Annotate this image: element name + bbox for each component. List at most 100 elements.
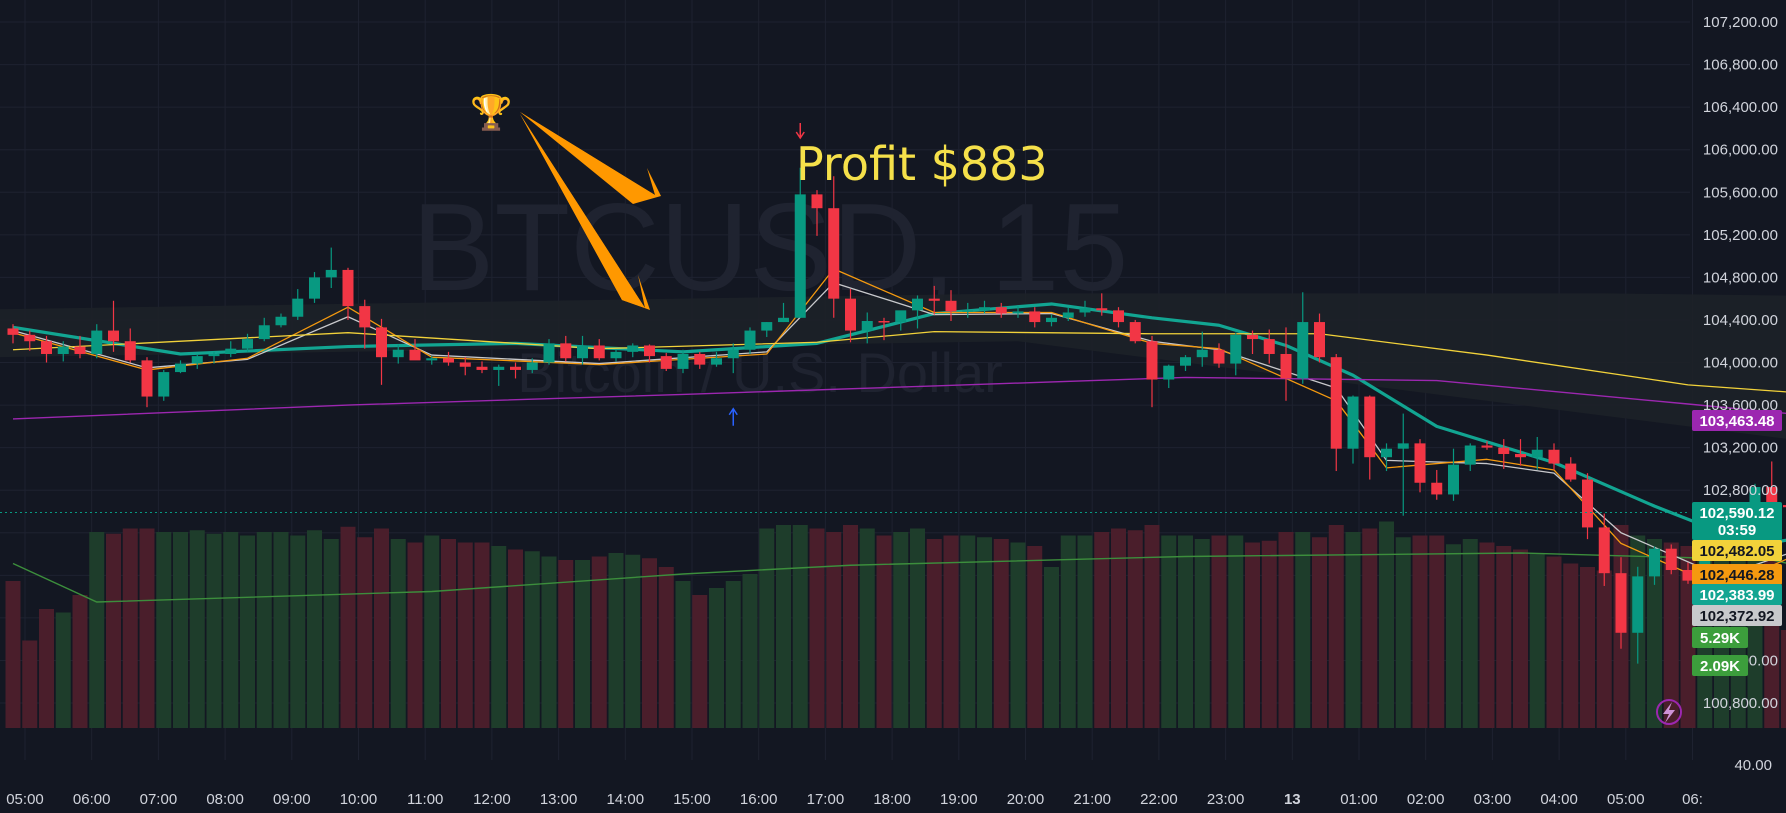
trade-markers bbox=[728, 123, 805, 426]
price-tick-label: 105,600.00 bbox=[1703, 184, 1778, 201]
time-tick-label: 03:00 bbox=[1474, 791, 1512, 808]
candle bbox=[493, 364, 505, 386]
buy-arrow-marker bbox=[728, 407, 738, 426]
candle bbox=[376, 318, 387, 385]
candle bbox=[392, 344, 404, 364]
candle bbox=[711, 351, 722, 367]
time-tick-label: 06:00 bbox=[73, 791, 111, 808]
candle bbox=[510, 362, 521, 379]
profit-annotation: Profit $883 bbox=[796, 137, 1048, 191]
time-tick-label: 04:00 bbox=[1540, 791, 1578, 808]
lightning-icon[interactable] bbox=[1656, 699, 1682, 725]
price-tick-label: 102,800.00 bbox=[1703, 482, 1778, 499]
price-tick-label: 107,200.00 bbox=[1703, 14, 1778, 31]
volume-bar bbox=[575, 560, 590, 728]
volume-bar bbox=[943, 535, 959, 728]
volume-bar bbox=[1178, 535, 1193, 728]
candle bbox=[275, 313, 287, 328]
volume-bar bbox=[89, 532, 105, 728]
candle bbox=[644, 344, 655, 363]
price-tick-label: 103,600.00 bbox=[1703, 397, 1778, 414]
candle bbox=[175, 360, 186, 374]
volume-bar bbox=[1580, 567, 1595, 728]
volume-bar bbox=[776, 525, 791, 728]
candle bbox=[610, 349, 622, 362]
volume-bar bbox=[658, 567, 674, 728]
candle bbox=[1448, 448, 1459, 501]
time-tick-label: 01:00 bbox=[1340, 791, 1378, 808]
candle bbox=[409, 339, 421, 361]
candle bbox=[124, 328, 136, 363]
volume-bar bbox=[843, 525, 858, 728]
volume-bar bbox=[809, 528, 825, 728]
price-badge: 102,383.99 bbox=[1692, 584, 1782, 605]
ema-cloud bbox=[0, 293, 1786, 439]
volume-bar bbox=[491, 546, 507, 728]
candle bbox=[912, 295, 923, 329]
price-tick-label: 100,800.00 bbox=[1703, 695, 1778, 712]
candle bbox=[995, 302, 1007, 318]
candle bbox=[1598, 513, 1610, 586]
time-axis: 05:00 06:00 07:00 08:00 09:00 10:00 11:00 12:00… bbox=[6, 791, 1703, 808]
candle bbox=[861, 312, 873, 344]
candle bbox=[91, 324, 103, 359]
candle bbox=[242, 333, 253, 352]
volume-bar bbox=[977, 537, 992, 728]
time-tick-label: 10:00 bbox=[340, 791, 378, 808]
candle bbox=[1330, 353, 1342, 472]
volume-bar bbox=[407, 542, 423, 728]
volume-tick-label: 40.00 bbox=[1734, 757, 1772, 774]
volume-bar bbox=[893, 532, 909, 728]
volume-bar bbox=[206, 533, 222, 728]
candle bbox=[577, 335, 588, 365]
candle bbox=[593, 339, 605, 361]
candle bbox=[191, 353, 203, 369]
volume-bar bbox=[1429, 535, 1445, 728]
volume-bar bbox=[240, 535, 255, 728]
time-tick-label: 16:00 bbox=[740, 791, 778, 808]
svg-text:103,463.48: 103,463.48 bbox=[1699, 413, 1774, 430]
candle bbox=[1297, 292, 1309, 384]
svg-text:102,590.12: 102,590.12 bbox=[1699, 505, 1774, 522]
candle bbox=[945, 290, 957, 322]
volume-bar bbox=[1245, 542, 1260, 728]
watermark-description: Bitcoin / U.S. Dollar bbox=[517, 341, 1003, 404]
volume-bar bbox=[1379, 521, 1394, 728]
candle bbox=[794, 167, 806, 318]
time-tick-label: 05:00 bbox=[6, 791, 44, 808]
candle bbox=[1766, 461, 1778, 506]
volume-bar bbox=[709, 588, 724, 728]
volume-bar bbox=[122, 528, 138, 728]
volume-bar bbox=[642, 558, 657, 728]
candle bbox=[158, 369, 170, 401]
candle bbox=[258, 317, 270, 342]
candle bbox=[426, 356, 438, 365]
price-badge: 2.09K bbox=[1692, 655, 1748, 676]
candle bbox=[359, 299, 371, 349]
time-tick-label: 02:00 bbox=[1407, 791, 1445, 808]
price-badge: 103,463.48 bbox=[1692, 410, 1782, 431]
time-tick-label: 08:00 bbox=[206, 791, 244, 808]
time-tick-label: 18:00 bbox=[873, 791, 911, 808]
candle bbox=[1012, 306, 1024, 318]
price-badge: 102,446.28 bbox=[1692, 564, 1782, 585]
candle bbox=[677, 349, 689, 374]
svg-text:102,446.28: 102,446.28 bbox=[1699, 567, 1774, 584]
candle bbox=[1180, 355, 1191, 372]
volume-bar bbox=[608, 553, 624, 728]
volume-bar bbox=[1513, 549, 1528, 728]
svg-text:102,383.99: 102,383.99 bbox=[1699, 587, 1774, 604]
volume-bar bbox=[742, 574, 758, 728]
volume-bar bbox=[1496, 546, 1512, 728]
candle bbox=[828, 176, 840, 318]
volume-bar bbox=[156, 532, 172, 728]
candle bbox=[811, 190, 823, 236]
candle bbox=[1414, 439, 1426, 493]
candle bbox=[744, 327, 756, 354]
volume-bar bbox=[139, 528, 155, 728]
volume-bar bbox=[173, 532, 188, 728]
volume-bar bbox=[1077, 535, 1093, 728]
candle bbox=[660, 352, 672, 372]
